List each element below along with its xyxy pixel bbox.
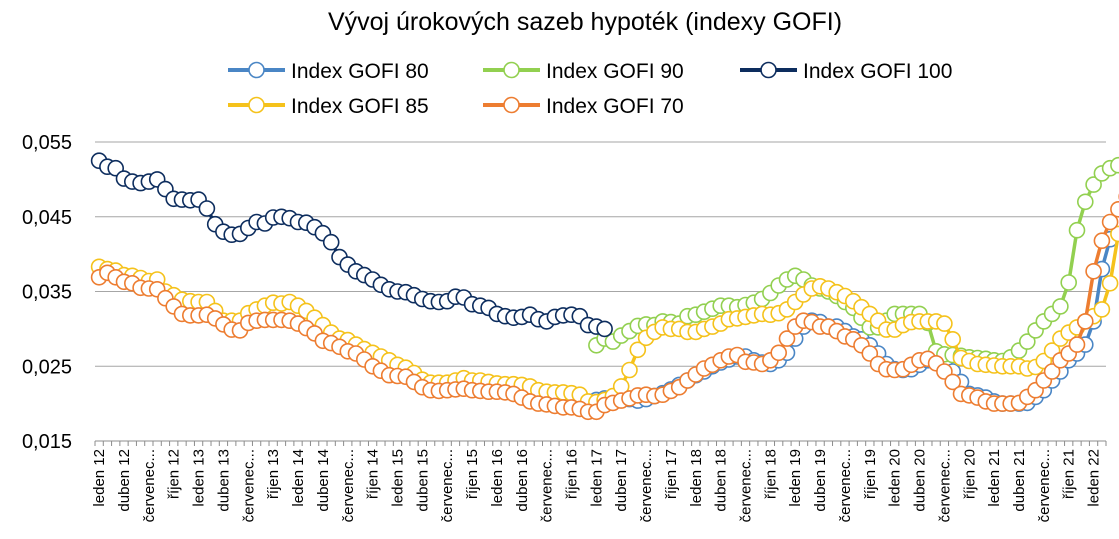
x-tick-label: červenec... <box>340 449 357 522</box>
data-point <box>1110 225 1119 243</box>
legend-label: Index GOFI 90 <box>546 60 684 83</box>
data-point <box>322 233 340 251</box>
x-tick-label: leden 18 <box>688 449 705 507</box>
x-tick-label: duben 21 <box>1011 449 1028 512</box>
x-tick-label: leden 15 <box>389 449 406 507</box>
data-point <box>778 330 796 347</box>
y-axis: 0,015 0,025 0,035 0,045 0,055 <box>22 132 72 453</box>
x-tick-label: červenec... <box>539 449 556 522</box>
x-tick-label: říjen 20 <box>961 449 978 499</box>
x-tick-label: duben 16 <box>514 449 531 512</box>
data-point <box>1060 274 1077 291</box>
y-tick-label: 0,015 <box>22 431 72 453</box>
x-tick-label: říjen 19 <box>862 449 879 499</box>
legend-marker <box>503 96 520 114</box>
data-point <box>1068 336 1086 353</box>
legend-marker <box>760 61 777 79</box>
x-tick-label: říjen 18 <box>762 449 779 499</box>
x-tick-label: leden 22 <box>1086 449 1103 507</box>
data-point <box>1077 193 1094 211</box>
data-point <box>770 344 788 362</box>
x-tick-label: červenec... <box>738 449 755 522</box>
x-tick-label: leden 17 <box>588 449 605 507</box>
legend-marker <box>248 61 265 79</box>
series-index-gofi-70 <box>90 193 1119 421</box>
x-tick-label: leden 21 <box>986 449 1003 507</box>
x-tick-label: červenec... <box>141 449 158 522</box>
x-axis: leden 12 duben 12 červenec... říjen 12 leden… <box>91 440 1107 522</box>
y-tick-label: 0,045 <box>22 207 72 229</box>
y-tick-label: 0,055 <box>22 132 72 154</box>
legend-item: Index GOFI 80 <box>228 60 429 83</box>
x-tick-label: leden 12 <box>91 449 108 507</box>
x-tick-label: duben 17 <box>613 449 630 512</box>
data-point <box>944 330 962 348</box>
x-tick-label: duben 14 <box>315 449 332 512</box>
legend-item: Index GOFI 100 <box>740 60 952 83</box>
data-point <box>621 361 638 379</box>
plot-area <box>90 152 1119 421</box>
series-index-gofi-85 <box>90 203 1119 411</box>
x-tick-label: leden 19 <box>787 449 804 507</box>
x-tick-label: duben 12 <box>116 449 133 512</box>
legend-label: Index GOFI 70 <box>546 95 684 118</box>
x-tick-label: říjen 12 <box>166 449 183 499</box>
data-point <box>596 320 613 338</box>
legend-label: Index GOFI 85 <box>291 95 429 118</box>
data-point <box>1101 274 1119 292</box>
data-point <box>1110 201 1119 218</box>
legend-label: Index GOFI 100 <box>803 60 952 83</box>
data-point <box>1068 221 1086 239</box>
data-point <box>936 315 953 332</box>
y-tick-label: 0,035 <box>22 282 72 304</box>
x-tick-label: červenec... <box>936 449 953 522</box>
data-point <box>629 341 647 359</box>
legend-item: Index GOFI 70 <box>483 95 684 118</box>
y-tick-label: 0,025 <box>22 356 72 378</box>
data-point <box>1085 262 1102 280</box>
x-tick-label: říjen 21 <box>1061 449 1078 499</box>
x-tick-label: leden 13 <box>191 449 208 507</box>
x-tick-label: říjen 17 <box>663 449 680 499</box>
x-tick-label: červenec... <box>837 449 854 522</box>
legend: Index GOFI 80 Index GOFI 90 Index GOFI 100… <box>228 60 952 118</box>
legend-marker <box>248 96 265 114</box>
x-tick-label: červenec... <box>439 449 456 522</box>
x-tick-label: leden 16 <box>489 449 506 507</box>
legend-item: Index GOFI 90 <box>483 60 684 83</box>
chart-title: Vývoj úrokových sazeb hypoték (indexy GO… <box>328 8 842 36</box>
legend-marker <box>503 61 520 79</box>
x-tick-label: říjen 14 <box>365 449 382 499</box>
data-point <box>1043 363 1061 380</box>
x-tick-label: duben 20 <box>912 449 929 512</box>
x-tick-label: říjen 16 <box>563 449 580 499</box>
data-point <box>1101 213 1119 231</box>
x-tick-label: červenec... <box>240 449 257 522</box>
legend-item: Index GOFI 85 <box>228 95 429 118</box>
x-tick-label: leden 20 <box>887 449 904 507</box>
x-tick-label: duben 15 <box>414 449 431 512</box>
data-point <box>1093 232 1111 249</box>
data-point <box>944 373 962 391</box>
data-point <box>1085 176 1102 193</box>
x-tick-label: duben 19 <box>812 449 829 512</box>
x-tick-label: říjen 15 <box>464 449 481 499</box>
data-point <box>1052 298 1069 315</box>
x-tick-label: duben 18 <box>713 449 730 512</box>
legend-label: Index GOFI 80 <box>291 60 429 83</box>
x-tick-label: duben 13 <box>215 449 232 512</box>
data-point <box>1077 313 1094 330</box>
x-tick-label: červenec... <box>638 449 655 522</box>
series-index-gofi-100 <box>90 152 613 338</box>
x-tick-label: říjen 13 <box>265 449 282 499</box>
data-point <box>198 200 216 217</box>
x-tick-label: červenec... <box>1036 449 1053 522</box>
data-point <box>1093 301 1111 318</box>
data-point <box>1110 156 1119 174</box>
data-point <box>1019 333 1036 350</box>
x-tick-label: leden 14 <box>290 449 307 507</box>
